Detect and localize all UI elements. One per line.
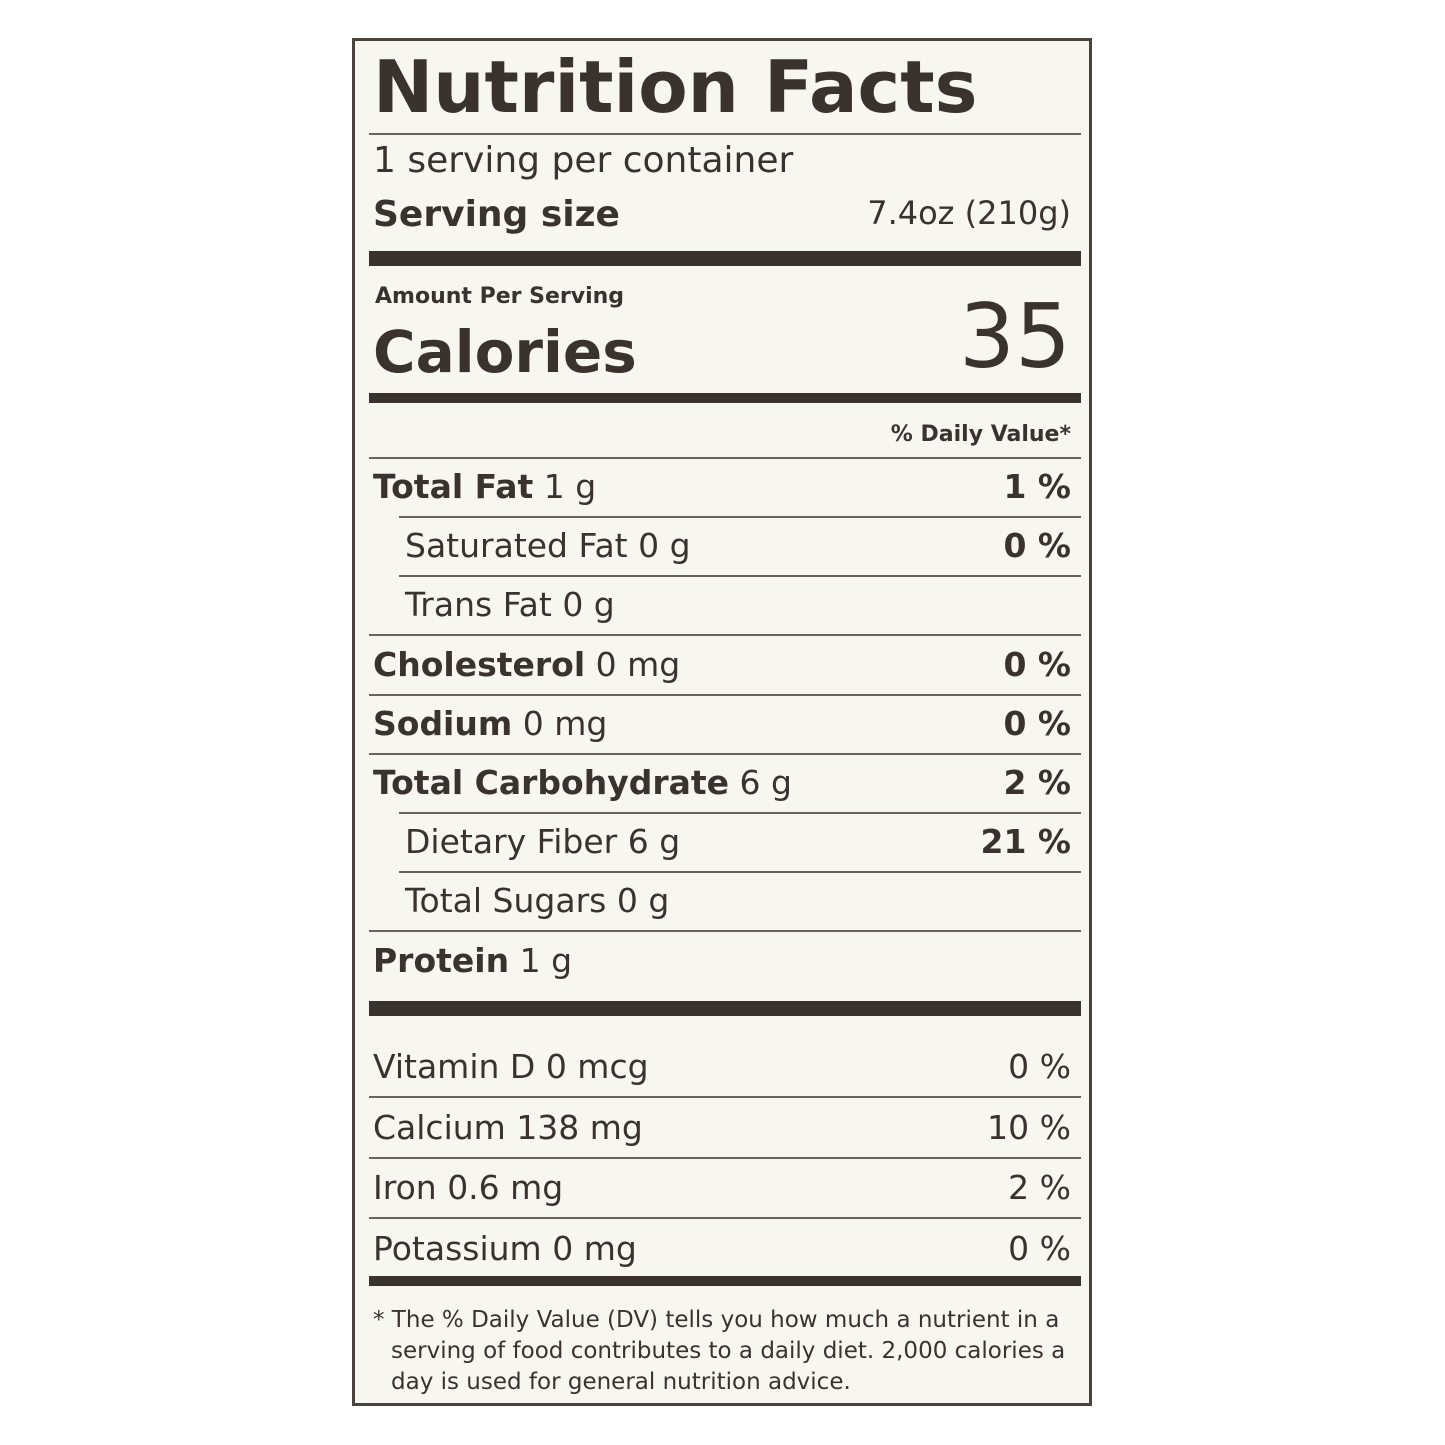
nutrient-row: Total Carbohydrate 6 g (373, 764, 792, 802)
nutrient-row: Saturated Fat 0 g (405, 527, 691, 565)
nutrient-row: Trans Fat 0 g (405, 586, 615, 624)
calories-label: Calories (373, 318, 637, 386)
divider (399, 871, 1081, 874)
thick-bar (369, 1001, 1081, 1016)
nutrient-dv: 0 % (1003, 644, 1071, 684)
nutrient-dv: 0 % (1003, 703, 1071, 743)
divider (369, 930, 1081, 933)
vitamin-name: Potassium (373, 1228, 542, 1268)
footnote: * The % Daily Value (DV) tells you how m… (373, 1307, 1066, 1395)
nutrient-row: Total Sugars 0 g (405, 882, 669, 920)
nutrient-dv: 0 % (1003, 526, 1071, 566)
nutrient-amount: 0 mg (595, 644, 681, 684)
vitamin-amount: 138 mg (516, 1107, 643, 1147)
vitamin-dv: 0 % (1008, 1228, 1071, 1268)
medium-bar (369, 1276, 1081, 1286)
vitamin-dv: 0 % (1008, 1047, 1071, 1086)
divider (399, 575, 1081, 578)
medium-bar (369, 393, 1081, 403)
vitamin-row: Potassium 0 mg (373, 1228, 637, 1268)
vitamin-row: Calcium 138 mg (373, 1107, 643, 1147)
nutrient-name: Cholesterol (373, 644, 586, 684)
nutrient-name: Sodium (373, 703, 513, 743)
vitamin-amount: 0.6 mg (447, 1168, 564, 1207)
servings: 1 serving per container (373, 140, 794, 181)
nutrient-name: Total Fat (373, 467, 534, 506)
nutrient-amount: 0 mg (522, 703, 608, 743)
nutrient-row: Sodium 0 mg (373, 703, 608, 743)
divider (369, 133, 1081, 135)
vitamin-name: Vitamin D (373, 1047, 536, 1086)
nutrient-name: Dietary Fiber (405, 822, 618, 862)
nutrient-row: Protein 1 g (373, 940, 573, 980)
nutrient-name: Total Sugars (405, 881, 607, 921)
thick-bar (369, 251, 1081, 266)
divider (369, 752, 1081, 755)
serving-size-label: Serving size (373, 194, 620, 235)
nutrient-name: Protein (373, 940, 510, 980)
divider (369, 1096, 1081, 1098)
nutrient-name: Saturated Fat (405, 526, 628, 566)
nutrient-amount: 0 g (562, 585, 615, 625)
vitamin-row: Iron 0.6 mg (373, 1169, 563, 1207)
divider (369, 693, 1081, 696)
divider (369, 1217, 1081, 1219)
nutrient-dv: 21 % (980, 822, 1071, 862)
divider (399, 812, 1081, 814)
divider (369, 1156, 1081, 1159)
nutrient-dv: 1 % (1003, 467, 1071, 506)
vitamin-row: Vitamin D 0 mcg (373, 1048, 649, 1086)
vitamin-name: Calcium (373, 1107, 506, 1147)
serving-size-value: 7.4oz (210g) (867, 194, 1071, 232)
nutrient-name: Trans Fat (405, 585, 552, 625)
nutrient-amount: 1 g (519, 940, 573, 980)
vitamin-dv: 2 % (1008, 1168, 1071, 1207)
divider (399, 516, 1081, 518)
nutrient-amount: 6 g (627, 822, 681, 862)
vitamin-name: Iron (373, 1168, 437, 1207)
nutrient-amount: 0 g (616, 881, 670, 921)
nutrition-label: Nutrition Facts 1 serving per container … (352, 38, 1092, 1406)
vitamin-amount: 0 mcg (545, 1047, 649, 1086)
title: Nutrition Facts (373, 45, 978, 129)
amount-per-serving: Amount Per Serving (375, 284, 625, 309)
nutrient-amount: 0 g (638, 526, 691, 566)
nutrient-amount: 6 g (739, 763, 792, 802)
vitamin-amount: 0 mg (552, 1228, 637, 1268)
divider (369, 634, 1081, 637)
divider (369, 457, 1081, 459)
nutrient-name: Total Carbohydrate (373, 763, 730, 802)
nutrient-dv: 2 % (1003, 763, 1071, 802)
calories-value: 35 (959, 285, 1071, 388)
nutrient-row: Cholesterol 0 mg (373, 644, 681, 684)
nutrient-row: Total Fat 1 g (373, 468, 596, 506)
daily-value-header: % Daily Value* (890, 422, 1071, 447)
nutrient-row: Dietary Fiber 6 g (405, 823, 680, 861)
vitamin-dv: 10 % (987, 1107, 1071, 1147)
nutrient-amount: 1 g (543, 467, 597, 506)
